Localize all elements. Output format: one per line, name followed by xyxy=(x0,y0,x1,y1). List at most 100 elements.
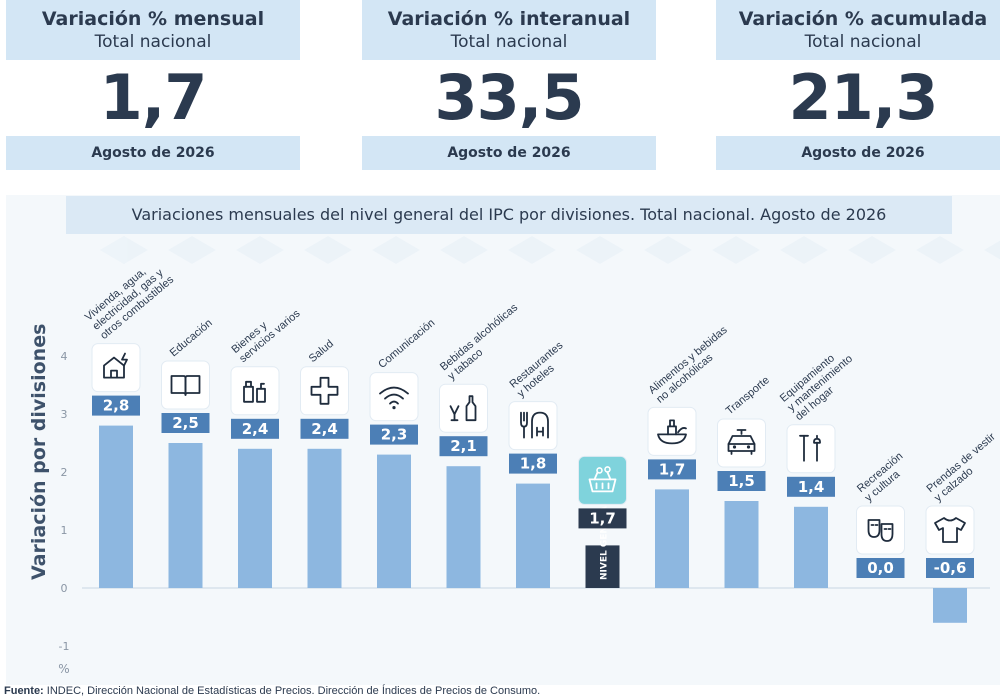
value-label: 2,8 xyxy=(103,397,130,415)
y-tick-label: 0 xyxy=(61,582,68,595)
icon-box xyxy=(856,505,905,555)
category-label: Restaurantesy hoteles xyxy=(508,339,574,400)
value-label-badge xyxy=(439,436,488,457)
value-label-badge xyxy=(926,558,974,578)
background-diamond xyxy=(848,236,896,264)
background-diamond xyxy=(644,236,692,264)
kpi-subtitle: Total nacional xyxy=(94,32,212,52)
y-tick-label: 3 xyxy=(61,408,68,421)
source-note: Fuente: INDEC, Dirección Nacional de Est… xyxy=(4,685,540,697)
value-label: 0,0 xyxy=(867,559,894,577)
icon-stroke xyxy=(667,425,677,436)
value-label: 2,1 xyxy=(450,437,477,455)
kpi-period: Agosto de 2026 xyxy=(362,136,656,170)
value-label-badge xyxy=(856,558,905,578)
value-label: 1,7 xyxy=(589,509,616,527)
category-label: Transporte xyxy=(724,374,772,417)
bar xyxy=(655,489,689,588)
category-label-line: Educación xyxy=(168,317,215,359)
icon-stroke xyxy=(184,375,201,396)
background-diamond xyxy=(236,236,284,264)
background-diamond xyxy=(508,236,556,264)
icon-stroke xyxy=(813,434,821,444)
icon-stroke xyxy=(465,395,477,422)
icon-stroke xyxy=(389,400,399,405)
icon-stroke xyxy=(243,385,254,403)
background-diamond xyxy=(916,236,964,264)
car-icon xyxy=(717,418,766,468)
icon-dot xyxy=(746,445,751,449)
value-label: -0,6 xyxy=(934,559,967,577)
background-diamond xyxy=(372,236,420,264)
category-label: Educación xyxy=(168,317,215,359)
background-diamond xyxy=(712,236,760,264)
icon-stroke xyxy=(730,450,753,455)
background-diamond xyxy=(576,236,624,264)
house-energy-icon xyxy=(91,343,141,393)
kpi-title: Variación % mensual xyxy=(41,8,265,30)
icon-stroke xyxy=(870,524,892,530)
value-label: 2,3 xyxy=(381,426,408,444)
theater-masks-icon xyxy=(856,505,905,555)
kpi-title: Variación % acumulada xyxy=(738,8,988,30)
value-label-badge xyxy=(509,453,557,474)
category-label: Bienes yservicios varios xyxy=(230,298,303,365)
value-label-badge xyxy=(231,418,279,439)
value-label-badge xyxy=(578,508,627,529)
icon-box xyxy=(508,401,558,451)
cutlery-hotel-icon xyxy=(508,401,558,451)
bar xyxy=(377,454,411,588)
source-label: Fuente: xyxy=(4,685,44,697)
icon-dot xyxy=(392,406,396,410)
icon-box xyxy=(300,366,349,416)
value-label-badge xyxy=(161,413,210,433)
background-diamond xyxy=(780,236,828,264)
food-icon xyxy=(647,406,697,456)
icon-stroke xyxy=(596,467,603,474)
background-pattern xyxy=(100,236,1000,264)
wifi-icon xyxy=(369,372,419,422)
kpi-card-header: Variación % interanual Total nacional xyxy=(362,0,656,60)
icon-stroke xyxy=(677,427,687,434)
icon-stroke xyxy=(260,382,265,390)
tools-icon xyxy=(786,424,836,474)
bar-chart: 4 3 2 1 0 -1% 2,8 Vivienda, agua,electricidad, … xyxy=(58,236,1000,676)
icon-stroke xyxy=(256,387,266,403)
icon-box xyxy=(717,418,766,468)
category-label-line: Bebidas alcohólicas xyxy=(438,301,521,373)
value-label: 2,5 xyxy=(172,414,199,432)
value-label-badge xyxy=(648,459,696,480)
icon-box xyxy=(91,343,141,393)
icon-box xyxy=(578,455,627,505)
category-label-line: Alimentos y bebidas xyxy=(647,324,731,397)
y-tick-label: 1 xyxy=(61,524,68,537)
kpi-value: 33,5 xyxy=(434,61,585,134)
kpi-value: 21,3 xyxy=(788,61,939,134)
background-diamond xyxy=(168,236,216,264)
bottle-glass-icon xyxy=(439,383,488,433)
bar xyxy=(585,545,620,588)
bar xyxy=(516,483,550,588)
value-label: 2,4 xyxy=(242,420,269,438)
kpi-card-monthly: Variación % mensual Total nacional 1,7 A… xyxy=(6,0,300,170)
icon-stroke xyxy=(669,419,675,428)
bar xyxy=(168,443,203,588)
background-diamond xyxy=(304,236,352,264)
y-tick-label: 4 xyxy=(61,350,68,363)
icon-stroke xyxy=(110,369,118,379)
chart-title: Variaciones mensuales del nivel general … xyxy=(66,196,952,234)
bar xyxy=(724,501,759,588)
category-label-line: Comunicación xyxy=(376,317,437,371)
kpi-card-header: Variación % acumulada Total nacional xyxy=(716,0,1000,60)
tshirt-icon xyxy=(925,505,975,555)
icon-stroke xyxy=(604,466,611,473)
icon-stroke xyxy=(121,352,128,367)
icon-stroke xyxy=(379,386,409,395)
toiletries-icon xyxy=(230,366,280,416)
y-tick-label: 2 xyxy=(61,466,68,479)
icon-stroke xyxy=(934,517,966,543)
icon-stroke xyxy=(593,471,612,481)
icon-stroke xyxy=(310,376,339,405)
value-label: 2,4 xyxy=(311,420,338,438)
icon-stroke xyxy=(867,519,881,538)
